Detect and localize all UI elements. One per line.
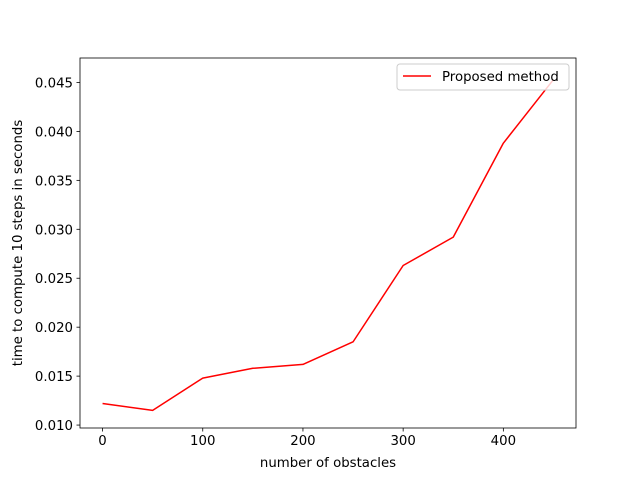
x-axis-ticks: 0 100 200 300 400 (98, 428, 516, 449)
series-line-proposed-method (102, 79, 555, 412)
y-tick-label: 0.040 (35, 125, 73, 140)
y-tick-label: 0.010 (35, 419, 73, 434)
legend-label: Proposed method (442, 70, 559, 85)
plot-frame (79, 57, 577, 429)
y-tick-label: 0.020 (35, 321, 73, 336)
y-tick-label: 0.015 (35, 370, 73, 385)
plot-area (80, 58, 576, 428)
x-axis-label: number of obstacles (260, 456, 396, 471)
x-tick-label: 400 (491, 434, 516, 449)
y-tick-label: 0.030 (35, 223, 73, 238)
series-layer (102, 79, 555, 412)
y-tick-label: 0.045 (35, 76, 73, 91)
y-axis-ticks: 0.010 0.015 0.020 0.025 0.030 0.035 0.040 0.045 (35, 76, 80, 434)
y-tick-label: 0.025 (35, 272, 73, 287)
legend-box (396, 63, 570, 91)
y-axis-label: time to compute 10 steps in seconds (11, 120, 26, 367)
x-tick-label: 300 (390, 434, 415, 449)
legend: Proposed method (396, 63, 570, 91)
y-tick-label: 0.035 (35, 174, 73, 189)
x-tick-label: 0 (98, 434, 106, 449)
x-tick-label: 100 (190, 434, 215, 449)
x-tick-label: 200 (290, 434, 315, 449)
